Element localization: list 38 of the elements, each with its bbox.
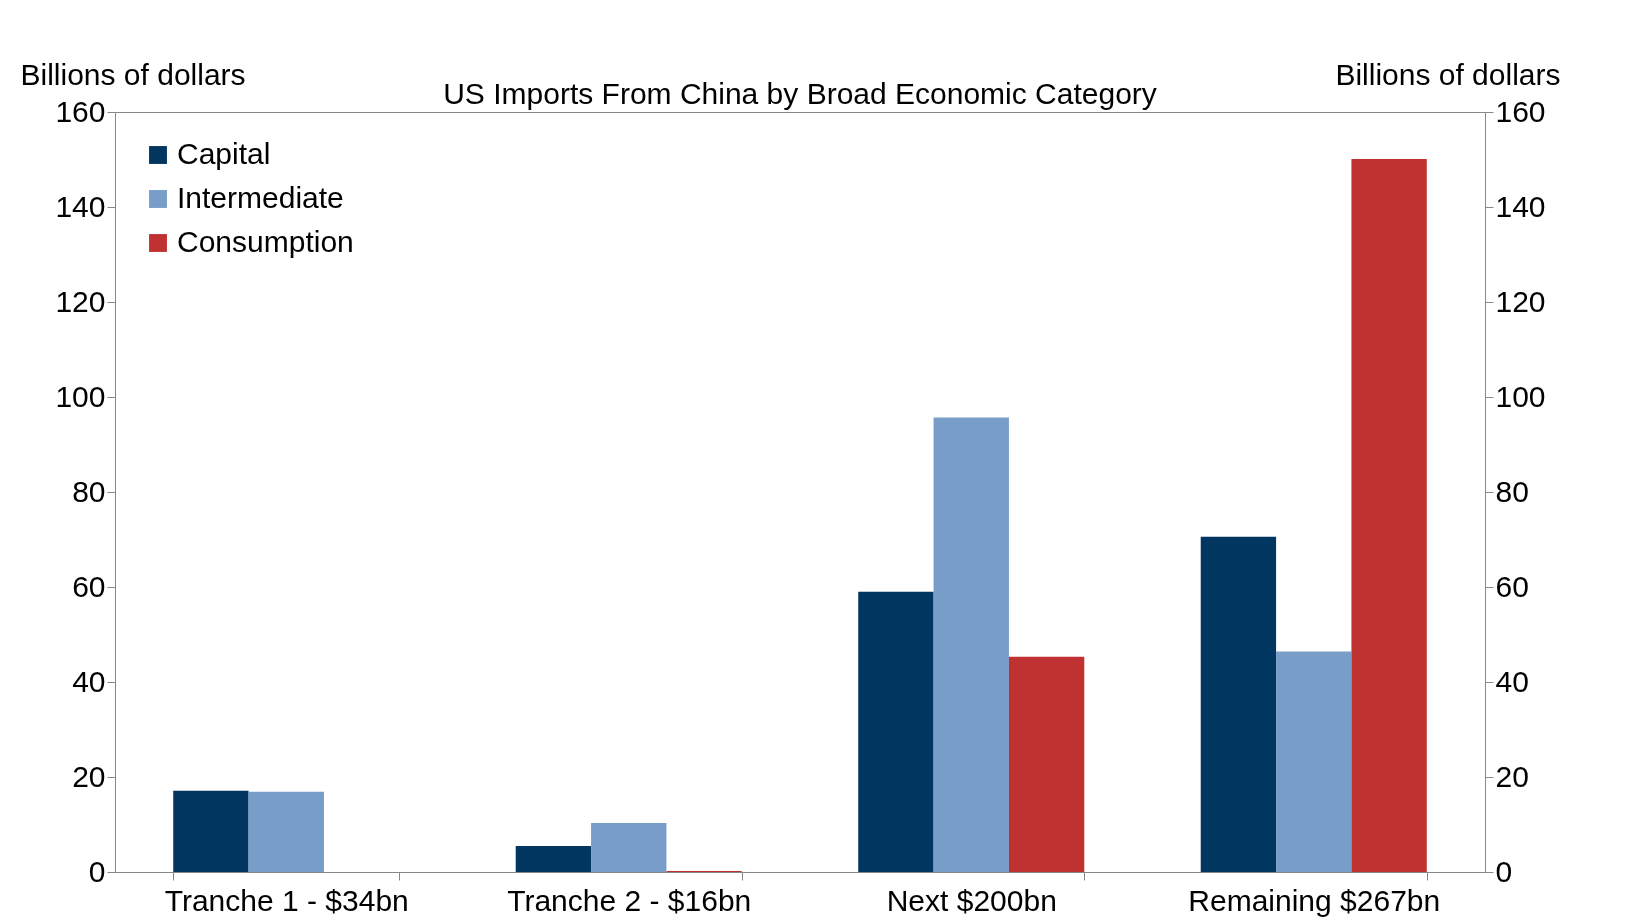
legend-label: Capital [177, 137, 271, 170]
bar [1276, 651, 1352, 872]
legend-label: Consumption [177, 225, 354, 258]
bar [858, 591, 934, 872]
y-tick-label: 120 [55, 284, 106, 318]
y2-axis-title: Billions of dollars [1335, 57, 1561, 91]
y-tick-label: 60 [72, 569, 106, 603]
bar [515, 845, 592, 872]
y-axis-title: Billions of dollars [20, 57, 246, 91]
y2-tick-label: 0 [1495, 854, 1513, 888]
y-tick-label: 0 [88, 854, 106, 888]
y2-tick-label: 60 [1495, 569, 1529, 603]
y2-tick-label: 40 [1495, 664, 1529, 698]
y-tick-label: 40 [72, 664, 106, 698]
bar [173, 790, 249, 872]
y2-tick-label: 160 [1495, 94, 1546, 128]
y2-tick-label: 100 [1495, 379, 1546, 413]
bar [591, 823, 667, 872]
bar [248, 791, 324, 872]
bar [933, 417, 1009, 872]
y-tick-label: 100 [55, 379, 106, 413]
y2-tick-label: 120 [1495, 284, 1546, 318]
y-tick-label: 80 [72, 474, 106, 508]
bar [1351, 159, 1427, 872]
legend-label: Intermediate [177, 181, 344, 214]
bar [1200, 536, 1277, 872]
y-tick-label: 140 [55, 189, 106, 223]
bar [1008, 656, 1085, 872]
x-tick-label: Tranche 2 - $16bn [507, 883, 752, 917]
y2-tick-label: 140 [1495, 189, 1546, 223]
y-tick-label: 160 [55, 94, 106, 128]
x-tick-label: Tranche 1 - $34bn [164, 883, 409, 917]
y-tick-label: 20 [72, 759, 106, 793]
x-tick-label: Next $200bn [886, 883, 1057, 917]
y2-tick-label: 80 [1495, 474, 1529, 508]
chart-title: US Imports From China by Broad Economic Category [443, 77, 1157, 110]
x-tick-label: Remaining $267bn [1188, 883, 1441, 917]
y2-tick-label: 20 [1495, 759, 1529, 793]
